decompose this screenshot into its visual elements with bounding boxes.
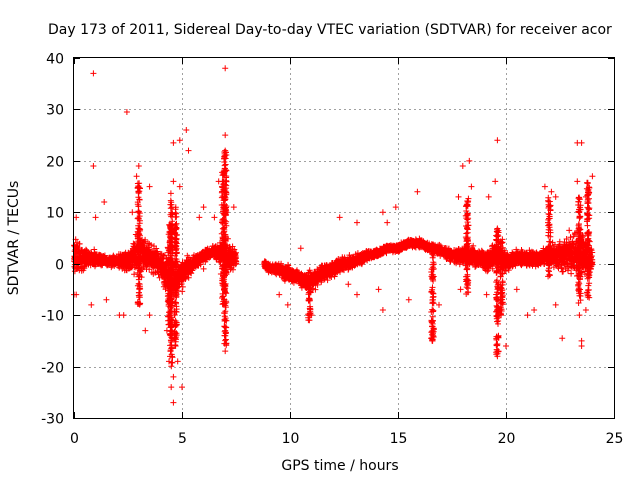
data-point <box>131 271 138 278</box>
data-point <box>148 242 155 248</box>
data-point <box>179 288 186 295</box>
data-point <box>230 266 236 273</box>
data-point <box>179 283 186 290</box>
data-points <box>71 65 596 406</box>
data-point <box>76 240 83 247</box>
grid-lines <box>74 58 614 418</box>
data-point <box>161 252 168 259</box>
data-point <box>185 274 192 281</box>
data-point <box>146 266 153 273</box>
chart-title: Day 173 of 2011, Sidereal Day-to-day VTE… <box>48 22 612 38</box>
data-point <box>233 260 240 267</box>
data-point <box>233 249 239 256</box>
